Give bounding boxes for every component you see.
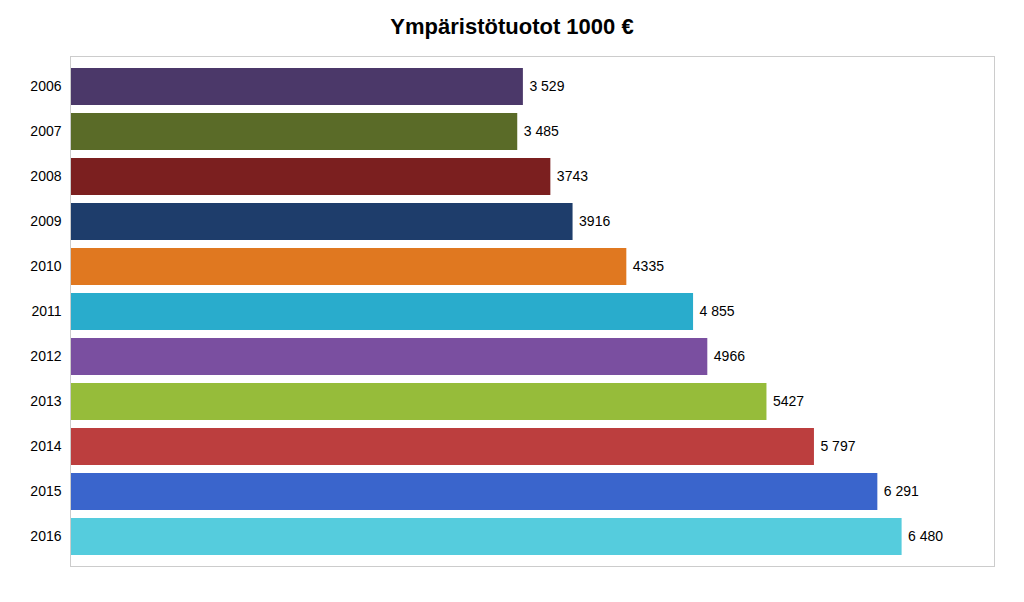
svg-text:3916: 3916 [579,213,610,229]
svg-text:4966: 4966 [714,348,745,364]
svg-text:2016: 2016 [30,528,61,544]
svg-text:5 797: 5 797 [820,438,855,454]
svg-text:2011: 2011 [31,303,61,319]
svg-text:2013: 2013 [30,393,61,409]
svg-text:6 480: 6 480 [908,528,943,544]
svg-text:2007: 2007 [30,123,61,139]
svg-text:2012: 2012 [30,348,61,364]
svg-text:4 855: 4 855 [700,303,735,319]
svg-text:2009: 2009 [30,213,61,229]
svg-text:4335: 4335 [633,258,664,274]
svg-text:3 485: 3 485 [524,123,559,139]
svg-text:6 291: 6 291 [884,483,919,499]
svg-text:5427: 5427 [773,393,804,409]
svg-text:2014: 2014 [30,438,61,454]
svg-text:3743: 3743 [557,168,588,184]
html-text:Ympäristötuotot 1000 €: Ympäristötuotot 1000 € [390,14,634,39]
svg-text:2015: 2015 [30,483,61,499]
svg-text:2006: 2006 [30,78,61,94]
svg-text:2008: 2008 [30,168,61,184]
svg-text:3 529: 3 529 [529,78,564,94]
svg-text:2010: 2010 [30,258,61,274]
